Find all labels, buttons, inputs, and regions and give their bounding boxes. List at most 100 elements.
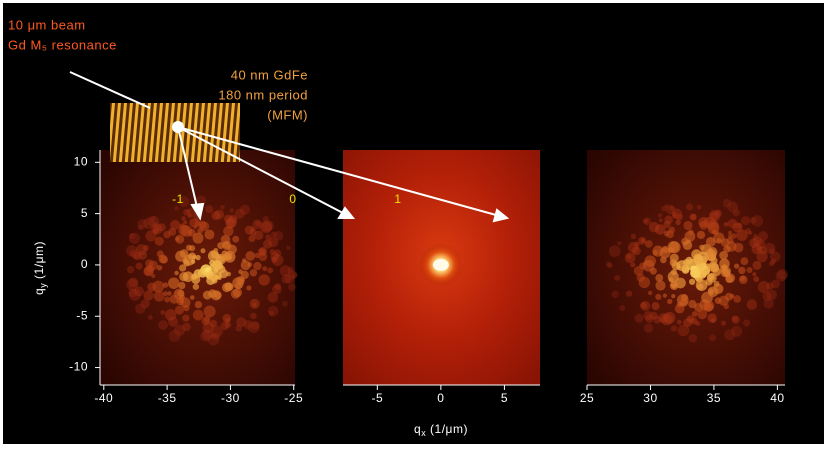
speckle	[672, 214, 676, 218]
annotation: Gd M₅ resonance	[8, 37, 117, 52]
speckle	[189, 218, 198, 227]
speckle	[697, 231, 705, 239]
speckle	[206, 276, 215, 285]
speckle	[723, 245, 730, 252]
speckle	[631, 234, 637, 240]
speckle	[188, 229, 196, 237]
annotation: 180 nm period	[218, 87, 308, 102]
speckle	[699, 245, 704, 250]
speckle	[757, 251, 768, 262]
x-tick-label: -40	[94, 391, 113, 405]
speckle	[664, 204, 668, 208]
speckle	[655, 280, 665, 290]
annotation: 10 μm beam	[8, 17, 86, 32]
speckle	[627, 254, 632, 259]
y-tick-label: -10	[69, 360, 88, 374]
speckle	[183, 220, 187, 224]
x-tick-label: -5	[371, 391, 383, 405]
speckle	[262, 266, 267, 271]
y-tick-label: -5	[76, 308, 88, 322]
speckle	[225, 322, 231, 328]
speckle	[135, 304, 145, 314]
order-label: -1	[172, 192, 184, 206]
x-tick-label: 35	[707, 391, 721, 405]
speckle	[721, 321, 726, 326]
speckle	[696, 279, 708, 291]
speckle	[268, 237, 278, 247]
speckle	[268, 292, 279, 303]
speckle	[619, 305, 625, 311]
speckle	[253, 262, 261, 270]
speckle	[716, 238, 721, 243]
speckle	[644, 261, 648, 265]
speckle	[204, 305, 216, 317]
speckle	[246, 285, 251, 290]
speckle	[181, 216, 185, 220]
speckle	[245, 251, 255, 261]
speckle	[747, 299, 758, 310]
speckle	[143, 245, 149, 251]
speckle	[282, 301, 288, 307]
speckle	[220, 205, 225, 210]
speckle	[669, 227, 676, 234]
speckle	[659, 218, 663, 222]
speckle	[683, 221, 692, 230]
speckle	[658, 213, 662, 217]
speckle	[697, 205, 702, 210]
speckle	[730, 294, 735, 299]
speckle	[263, 216, 269, 222]
speckle	[154, 291, 165, 302]
speckle	[689, 279, 695, 285]
speckle	[678, 325, 690, 337]
speckle	[650, 268, 657, 275]
speckle	[198, 220, 207, 229]
speckle	[617, 241, 621, 245]
speckle	[711, 257, 718, 264]
speckle	[748, 231, 752, 235]
x-tick-label: 40	[770, 391, 784, 405]
annotation: 40 nm GdFe	[231, 67, 308, 82]
speckle	[764, 298, 774, 308]
speckle	[275, 283, 282, 290]
speckle	[645, 315, 653, 323]
speckle	[174, 206, 178, 210]
x-tick-label: 0	[437, 391, 444, 405]
speckle	[708, 313, 717, 322]
speckle	[240, 278, 244, 282]
speckle	[250, 269, 257, 276]
speckle	[170, 220, 180, 230]
speckle	[203, 291, 212, 300]
speckle	[183, 305, 189, 311]
speckle	[724, 222, 729, 227]
speckle	[223, 314, 232, 323]
speckle	[626, 291, 632, 297]
speckle	[174, 271, 178, 275]
speckle	[736, 229, 747, 240]
speckle	[756, 239, 766, 249]
speckle	[143, 290, 153, 300]
speckle	[180, 249, 189, 258]
speckle	[195, 255, 200, 260]
speckle	[151, 274, 155, 278]
speckle	[183, 258, 189, 264]
speckle	[214, 248, 219, 253]
speckle	[632, 246, 641, 255]
speckle	[641, 239, 645, 243]
speckle	[271, 232, 277, 238]
speckle	[267, 268, 273, 274]
speckle	[688, 334, 697, 343]
speckle	[709, 334, 716, 341]
speckle	[126, 245, 137, 256]
speckle	[195, 301, 202, 308]
speckle	[268, 306, 278, 316]
speckle	[712, 230, 716, 234]
speckle	[213, 260, 223, 270]
speckle	[148, 315, 153, 320]
speckle	[215, 254, 221, 260]
speckle	[179, 223, 185, 229]
speckle	[222, 241, 231, 250]
speckle	[724, 304, 729, 309]
speckle	[230, 208, 234, 212]
speckle	[175, 306, 184, 315]
speckle	[675, 220, 680, 225]
